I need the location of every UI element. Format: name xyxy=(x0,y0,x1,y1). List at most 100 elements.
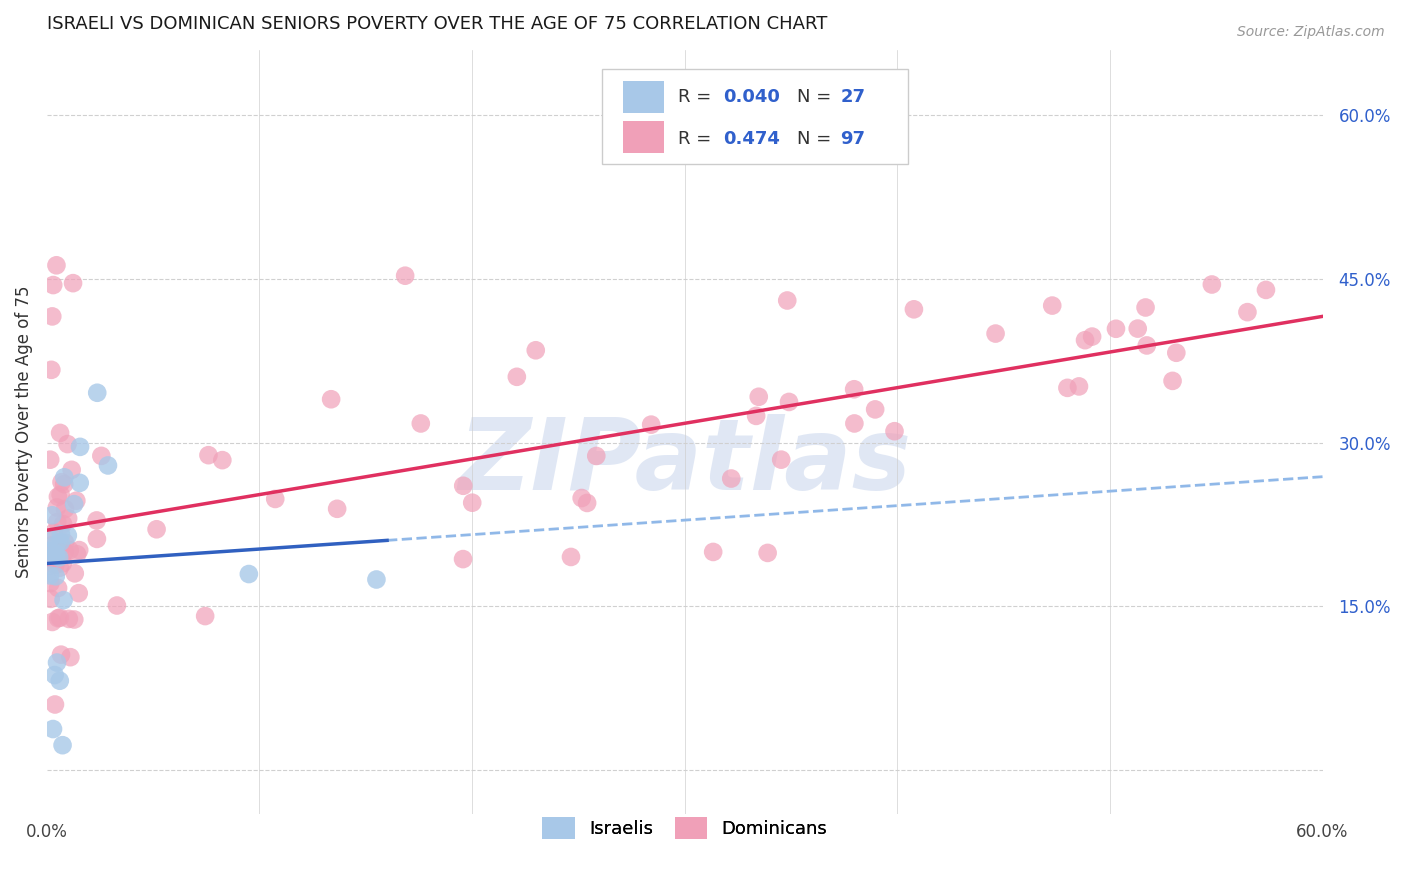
Point xyxy=(44,698,66,712)
Text: ZIPatlas: ZIPatlas xyxy=(458,414,911,511)
Point xyxy=(1126,321,1149,335)
Point xyxy=(745,409,768,423)
Point xyxy=(197,448,219,462)
Point xyxy=(39,452,62,467)
Point xyxy=(39,568,62,582)
Point xyxy=(60,463,83,477)
Text: 0.474: 0.474 xyxy=(723,130,780,148)
Point xyxy=(49,425,72,440)
Point xyxy=(451,552,474,566)
Point xyxy=(844,417,866,431)
Text: 97: 97 xyxy=(841,130,865,148)
Point xyxy=(640,417,662,432)
Point xyxy=(49,673,72,688)
Point xyxy=(49,648,72,662)
Point xyxy=(44,558,66,572)
Point xyxy=(67,543,90,558)
Point xyxy=(63,613,86,627)
Point xyxy=(67,586,90,600)
Point xyxy=(1201,277,1223,292)
Point xyxy=(86,532,108,546)
Point xyxy=(776,293,799,308)
Point xyxy=(321,392,343,407)
Point xyxy=(49,535,72,549)
FancyBboxPatch shape xyxy=(623,120,664,153)
Point xyxy=(560,549,582,564)
FancyBboxPatch shape xyxy=(602,69,908,164)
Point xyxy=(63,497,86,511)
Point xyxy=(326,501,349,516)
Point xyxy=(1236,305,1258,319)
Point xyxy=(52,593,75,607)
Text: Source: ZipAtlas.com: Source: ZipAtlas.com xyxy=(1237,25,1385,39)
Point xyxy=(53,535,76,549)
Point xyxy=(51,738,73,752)
Point xyxy=(394,268,416,283)
Y-axis label: Seniors Poverty Over the Age of 75: Seniors Poverty Over the Age of 75 xyxy=(15,285,32,578)
Point xyxy=(842,382,865,396)
Point xyxy=(506,369,529,384)
Point xyxy=(46,515,69,529)
Point xyxy=(69,440,91,454)
Point xyxy=(1105,322,1128,336)
Point xyxy=(53,544,76,558)
Point xyxy=(45,500,67,515)
Point xyxy=(59,543,82,558)
Point xyxy=(720,471,742,485)
Text: ISRAELI VS DOMINICAN SENIORS POVERTY OVER THE AGE OF 75 CORRELATION CHART: ISRAELI VS DOMINICAN SENIORS POVERTY OVE… xyxy=(46,15,827,33)
Point xyxy=(39,544,62,558)
Point xyxy=(53,502,76,516)
Point xyxy=(770,452,793,467)
Point xyxy=(49,610,72,624)
Point xyxy=(39,532,62,546)
Point xyxy=(211,453,233,467)
Point xyxy=(41,615,63,629)
Point xyxy=(53,477,76,491)
Point xyxy=(44,668,66,682)
Point xyxy=(45,547,67,561)
Text: 27: 27 xyxy=(841,88,865,106)
Point xyxy=(756,546,779,560)
Point xyxy=(56,511,79,525)
Point xyxy=(38,558,60,573)
Point xyxy=(62,276,84,290)
Point xyxy=(264,491,287,506)
Point xyxy=(52,556,75,570)
Point xyxy=(45,258,67,272)
Point xyxy=(1161,374,1184,388)
Point xyxy=(194,609,217,624)
Point xyxy=(42,549,65,563)
Point xyxy=(576,496,599,510)
Point xyxy=(984,326,1007,341)
Point xyxy=(748,390,770,404)
Point xyxy=(883,424,905,438)
Point xyxy=(571,491,593,505)
Point xyxy=(49,560,72,574)
Legend: Israelis, Dominicans: Israelis, Dominicans xyxy=(534,810,835,847)
Point xyxy=(46,490,69,504)
Point xyxy=(1135,301,1157,315)
Point xyxy=(45,549,67,563)
Point xyxy=(1081,329,1104,343)
Point xyxy=(63,566,86,581)
Text: N =: N = xyxy=(797,88,831,106)
Point xyxy=(105,599,128,613)
Text: N =: N = xyxy=(797,130,831,148)
Point xyxy=(39,576,62,591)
Point xyxy=(366,573,388,587)
Point xyxy=(1136,338,1159,352)
Point xyxy=(238,567,260,582)
Point xyxy=(1254,283,1277,297)
Point xyxy=(41,310,63,324)
Point xyxy=(778,395,800,409)
Point xyxy=(44,543,66,558)
Text: R =: R = xyxy=(678,130,711,148)
Point xyxy=(42,722,65,736)
Point xyxy=(48,550,70,565)
Point xyxy=(409,417,432,431)
Point xyxy=(97,458,120,473)
Point xyxy=(461,496,484,510)
Point xyxy=(702,545,724,559)
Point xyxy=(59,650,82,665)
Point xyxy=(53,470,76,484)
